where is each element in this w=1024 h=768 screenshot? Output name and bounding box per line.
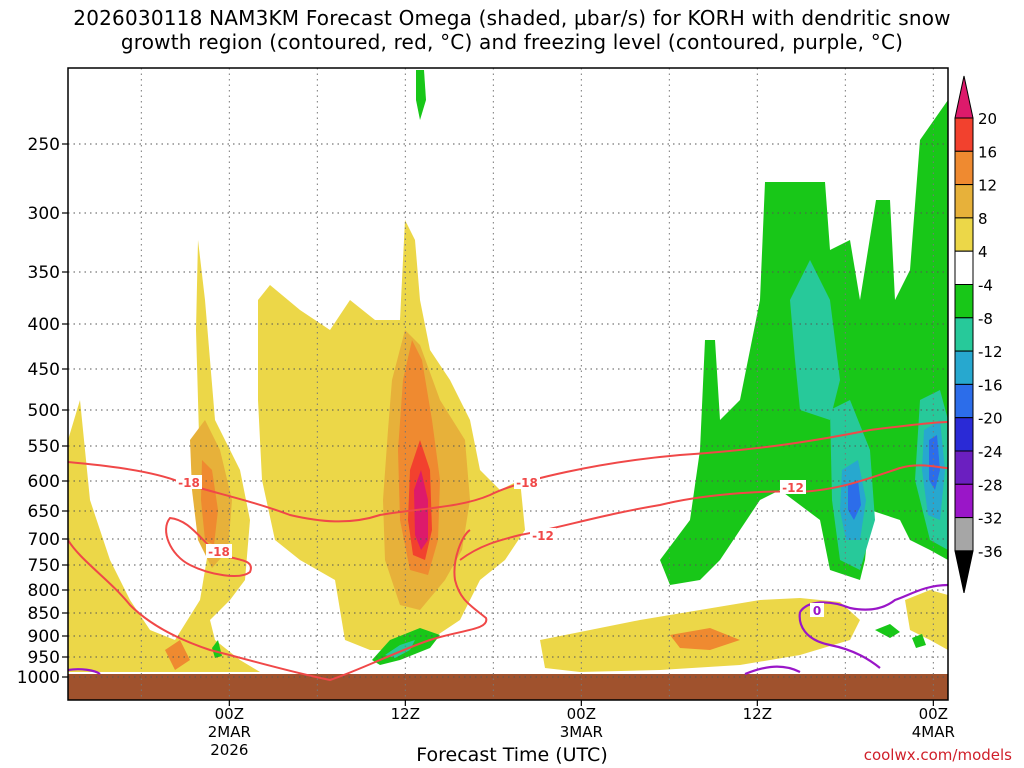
colorbar-top-arrow <box>954 75 974 119</box>
colorbar-level-label: 8 <box>978 210 988 228</box>
omega-region-orange-left <box>201 460 218 545</box>
colorbar-segment <box>954 483 974 519</box>
omega-region-green-small-2 <box>912 634 926 648</box>
colorbar-segment <box>954 150 974 186</box>
colorbar-segment <box>954 117 974 152</box>
omega-region-orange-low <box>670 628 740 650</box>
freezing-level-contour <box>799 583 948 613</box>
x-tick-label: 4MAR <box>912 723 955 741</box>
chart-title-line-1: 2026030118 NAM3KM Forecast Omega (shaded… <box>73 6 951 30</box>
colorbar-level-label: -24 <box>978 443 1003 461</box>
contour-label-minus12-a: -12 <box>532 529 554 543</box>
isotherm-minus18-loop <box>68 529 488 682</box>
omega-region-deepblue-far <box>929 435 940 490</box>
x-tick-label: 2026 <box>210 741 248 759</box>
colorbar-level-label: -8 <box>978 310 993 328</box>
contour-label-minus12-b: -12 <box>782 481 804 495</box>
colorbar-level-label: -20 <box>978 410 1003 428</box>
colorbar-segment <box>954 184 974 219</box>
y-tick-label: 450 <box>28 360 60 380</box>
shaded-omega-field <box>68 70 948 700</box>
colorbar-level-label: -28 <box>978 476 1003 494</box>
colorbar-level-label: -16 <box>978 376 1003 394</box>
site-credit: coolwx.com/models <box>863 746 1012 764</box>
colorbar-level-label: -36 <box>978 543 1003 561</box>
freezing-level-contour-ground <box>744 665 801 676</box>
omega-colorbar: 20 16 12 8 4 -4 -8 -12 -16 -20 -24 -28 -32 -36 <box>954 75 1003 594</box>
omega-region-deepblue-right <box>848 480 861 520</box>
y-tick-label: 850 <box>28 604 60 624</box>
colorbar-level-label: 4 <box>978 243 988 261</box>
colorbar-level-label: -4 <box>978 277 993 295</box>
x-axis-label: Forecast Time (UTC) <box>416 744 608 766</box>
y-tick-label: 650 <box>28 502 60 522</box>
x-tick-label: 00Z <box>919 705 948 723</box>
isotherm-minus18-small <box>165 516 252 577</box>
omega-region-green-top <box>416 70 426 120</box>
contour-labels: -18 -18 -18 -12 -12 0 <box>176 475 824 618</box>
freezing-level-contour-left <box>68 668 101 675</box>
colorbar-segment <box>954 250 974 285</box>
colorbar-level-label: -32 <box>978 510 1003 528</box>
contour-label-minus18-b: -18 <box>516 476 538 490</box>
y-tick-label: 400 <box>28 315 60 335</box>
colorbar-segment <box>954 450 974 485</box>
colorbar-segment <box>954 217 974 252</box>
colorbar-segment <box>954 517 974 552</box>
freezing-level-contour-lower <box>798 611 881 669</box>
y-tick-label: 900 <box>28 627 60 647</box>
y-tick-label: 500 <box>28 401 60 421</box>
y-tick-label: 350 <box>28 263 60 283</box>
x-tick-label: 12Z <box>743 705 772 723</box>
colorbar-segment <box>954 317 974 352</box>
omega-region-yellow-right <box>905 590 948 650</box>
colorbar-segment <box>954 284 974 319</box>
x-tick-label: 3MAR <box>560 723 603 741</box>
y-tick-label: 950 <box>28 648 60 668</box>
ground-surface <box>68 674 948 700</box>
colorbar-level-label: 16 <box>978 143 997 161</box>
colorbar-level-label: 20 <box>978 110 997 128</box>
colorbar-level-label: -12 <box>978 343 1003 361</box>
contour-label-freezing-zero: 0 <box>813 604 821 618</box>
colorbar-level-label: 12 <box>978 177 997 195</box>
y-tick-label: 550 <box>28 437 60 457</box>
y-tick-label: 700 <box>28 530 60 550</box>
colorbar-segment <box>954 417 974 452</box>
omega-region-orange-left-low <box>165 640 190 670</box>
chart-title-line-2: growth region (contoured, red, °C) and f… <box>120 30 904 54</box>
colorbar-segment <box>954 383 974 419</box>
omega-region-green-small-3 <box>212 640 222 658</box>
x-tick-label: 00Z <box>567 705 596 723</box>
y-tick-label: 300 <box>28 204 60 224</box>
omega-region-green-small-1 <box>875 624 900 638</box>
y-axis-ticks: 250 300 350 400 450 500 550 600 650 700 750 800 850 9… <box>17 135 68 688</box>
y-tick-label: 800 <box>28 581 60 601</box>
y-tick-label: 600 <box>28 472 60 492</box>
omega-region-teal-low-center <box>385 640 415 658</box>
x-tick-label: 2MAR <box>208 723 251 741</box>
isotherm-minus12 <box>459 464 948 561</box>
plot-frame <box>67 67 949 701</box>
colorbar-bottom-arrow <box>954 550 974 594</box>
x-tick-label: 00Z <box>215 705 244 723</box>
y-tick-label: 250 <box>28 135 60 155</box>
y-tick-label: 750 <box>28 556 60 576</box>
x-tick-label: 12Z <box>391 705 420 723</box>
y-tick-label: 1000 <box>17 668 60 688</box>
omega-region-teal-right <box>790 260 840 420</box>
colorbar-segment <box>954 350 974 385</box>
contour-label-minus18-a: -18 <box>178 476 200 490</box>
time-grid-lines <box>140 68 934 700</box>
contour-label-minus18-c: -18 <box>208 545 230 559</box>
